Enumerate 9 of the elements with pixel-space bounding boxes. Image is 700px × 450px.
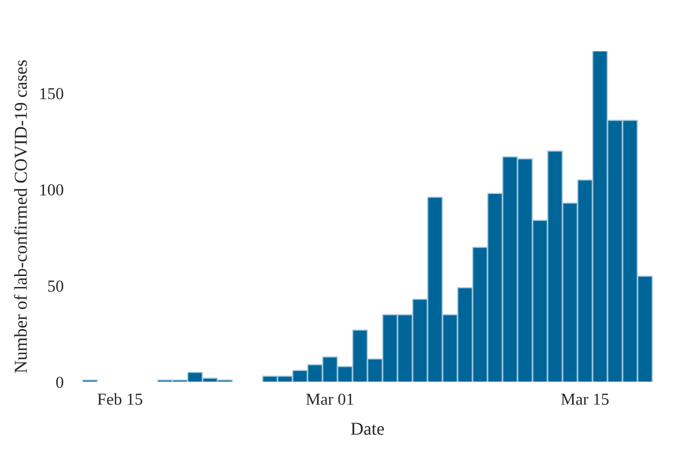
x-tick-label: Mar 15: [561, 394, 609, 405]
y-tick-label: 50: [48, 280, 64, 292]
x-tick-label: Mar 01: [306, 394, 354, 405]
y-tick-label: 0: [56, 376, 64, 388]
y-tick-label: 150: [40, 88, 64, 100]
x-axis-title: Date: [350, 422, 384, 435]
y-tick-label: 100: [40, 184, 64, 196]
x-tick-label: Feb 15: [98, 393, 142, 405]
y-axis-title: Number of lab-confirmed COVID-19 cases: [14, 60, 27, 373]
